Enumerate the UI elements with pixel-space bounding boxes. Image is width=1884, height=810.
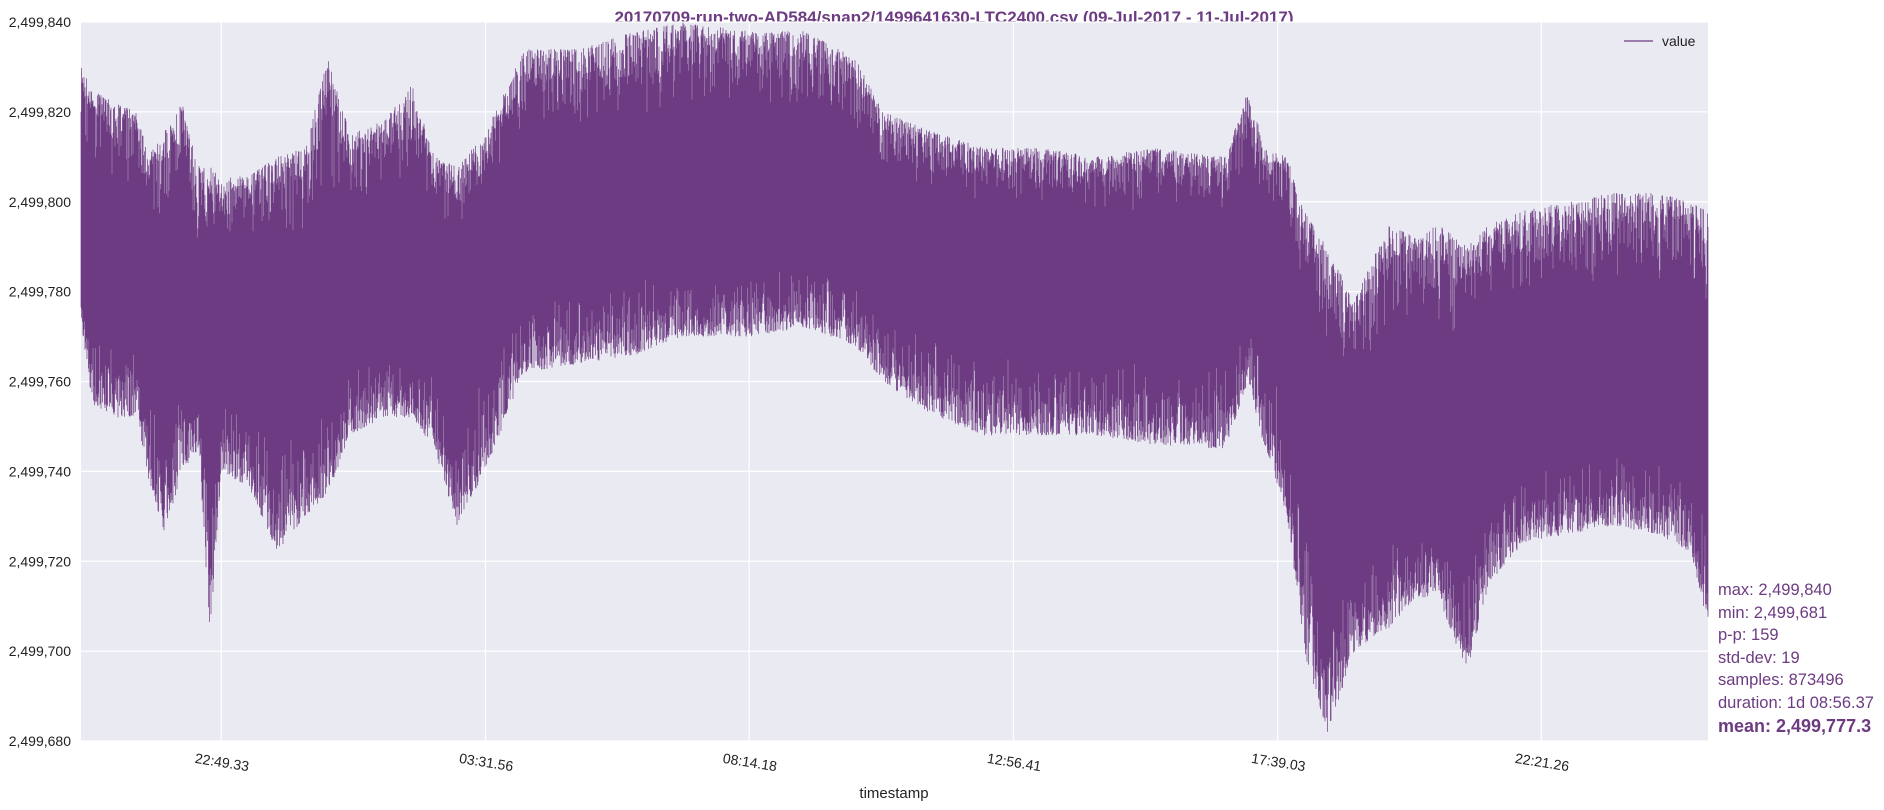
- stats-panel: max: 2,499,840 min: 2,499,681 p-p: 159 s…: [1718, 579, 1874, 737]
- y-tick-label: 2,499,740: [9, 463, 71, 479]
- stat-min: min: 2,499,681: [1718, 603, 1828, 622]
- legend: value: [1624, 33, 1696, 49]
- x-axis: 22:49.33 03:31.56 08:14.18 12:56.41 17:39.03…: [194, 750, 1571, 774]
- series-layer: [80, 22, 1709, 732]
- stat-std-dev: std-dev: 19: [1718, 648, 1800, 667]
- x-tick-label: 08:14.18: [722, 750, 779, 774]
- y-tick-label: 2,499,840: [9, 14, 71, 30]
- x-axis-label: timestamp: [859, 785, 928, 802]
- stat-samples: samples: 873496: [1718, 671, 1844, 690]
- y-tick-label: 2,499,700: [9, 643, 71, 659]
- series-value-line: [80, 22, 1709, 732]
- y-tick-label: 2,499,820: [9, 104, 71, 120]
- stat-peak-to-peak: p-p: 159: [1718, 626, 1779, 645]
- y-tick-label: 2,499,720: [9, 553, 71, 569]
- y-tick-label: 2,499,780: [9, 284, 71, 300]
- x-tick-label: 17:39.03: [1250, 750, 1307, 774]
- y-tick-label: 2,499,680: [9, 733, 71, 749]
- x-tick-label: 22:49.33: [194, 750, 251, 774]
- x-tick-label: 22:21.26: [1514, 750, 1571, 774]
- x-tick-label: 03:31.56: [458, 750, 515, 774]
- y-tick-label: 2,499,760: [9, 374, 71, 390]
- y-axis: 2,499,680 2,499,700 2,499,720 2,499,740 2,49…: [9, 14, 71, 749]
- y-tick-label: 2,499,800: [9, 194, 71, 210]
- stat-duration: duration: 1d 08:56.37: [1718, 693, 1874, 712]
- stat-max: max: 2,499,840: [1718, 581, 1832, 599]
- x-tick-label: 12:56.41: [986, 750, 1043, 774]
- stat-mean: mean: 2,499,777.3: [1718, 715, 1872, 736]
- legend-entry-value: value: [1662, 33, 1696, 49]
